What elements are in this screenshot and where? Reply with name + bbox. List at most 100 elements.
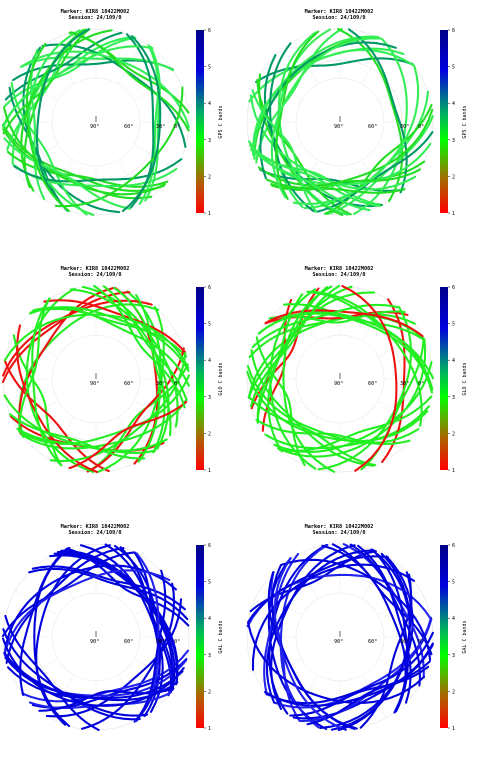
satellite-track — [54, 86, 184, 208]
satellite-track — [3, 569, 171, 655]
satellite-track — [252, 48, 416, 157]
satellite-track — [3, 651, 149, 717]
elevation-label: 0° — [418, 124, 424, 130]
skyplot-svg: 90° 60° 30° 0° 1 2 3 4 5 6 GAL C bands — [1, 543, 224, 732]
chart-title: Marker: KIR8 10422M002 Session: 24/109/0 — [244, 524, 434, 537]
colorbar-label: GLO C bands — [462, 362, 468, 395]
colorbar-tick-label: 2 — [452, 431, 455, 437]
satellite-track — [337, 27, 404, 203]
satellite-track — [249, 94, 417, 191]
satellite-track — [4, 614, 100, 732]
elevation-label: 60° — [368, 124, 377, 130]
satellite-track — [265, 549, 375, 704]
satellite-track — [357, 544, 412, 704]
colorbar-tick-label: 1 — [452, 468, 455, 474]
skyplot-panel: Marker: KIR8 10422M002 Session: 24/109/0 9… — [244, 257, 488, 500]
colorbar-tick-label: 3 — [208, 395, 211, 401]
satellite-tracks — [1, 28, 190, 217]
satellite-track — [247, 395, 377, 467]
satellite-track — [259, 41, 398, 180]
skyplot-svg: 90° 60° 30° 0° 1 2 3 4 5 6 GPS C bands — [1, 28, 224, 217]
colorbar-tick-label: 5 — [208, 580, 211, 586]
satellite-track — [274, 30, 320, 200]
satellite-tracks — [246, 543, 434, 732]
skyplot-svg: 90° 60° 30° 0° 1 2 3 4 5 6 GAL C bands — [246, 543, 468, 732]
skyplot-panel: Marker: KIR8 10422M002 Session: 24/109/0 9… — [0, 0, 244, 243]
colorbar-tick-label: 4 — [452, 616, 455, 622]
satellite-track — [249, 147, 371, 212]
satellite-track — [270, 37, 383, 199]
satellite-track — [22, 46, 121, 214]
colorbar-tick-label: 6 — [452, 28, 455, 34]
satellite-track — [16, 427, 157, 454]
session-label: Session: 24/109/0 — [312, 530, 366, 537]
colorbar — [440, 545, 448, 728]
colorbar-tick-label: 4 — [208, 101, 211, 107]
satellite-track — [341, 284, 398, 472]
satellite-track — [79, 544, 164, 714]
satellite-tracks — [1, 284, 190, 474]
grid-circle — [51, 334, 141, 424]
colorbar-tick-label: 4 — [208, 616, 211, 622]
satellite-track — [33, 546, 71, 728]
satellite-track — [32, 306, 190, 387]
colorbar-tick-label: 2 — [452, 689, 455, 695]
elevation-label: 0° — [174, 639, 180, 645]
satellite-track — [125, 33, 155, 210]
skyplot-panel: Marker: KIR8 10422M002 Session: 24/109/0 9… — [244, 515, 488, 758]
colorbar — [440, 30, 448, 213]
chart-title: Marker: KIR8 10422M002 Session: 24/109/0 — [0, 524, 190, 537]
satellite-track — [282, 285, 336, 473]
satellite-track — [30, 307, 188, 358]
colorbar-label: GPS C bands — [218, 105, 224, 138]
colorbar-label: GLO C bands — [218, 362, 224, 395]
satellite-track — [135, 294, 172, 437]
colorbar-tick-label: 2 — [208, 689, 211, 695]
satellite-track — [273, 557, 347, 731]
satellite-track — [306, 660, 431, 726]
satellite-track — [270, 544, 356, 710]
satellite-track — [265, 178, 406, 194]
satellite-track — [43, 299, 187, 354]
colorbar-tick-label: 1 — [208, 211, 211, 217]
satellite-track — [10, 81, 88, 216]
satellite-track — [248, 144, 382, 207]
session-label: Session: 24/109/0 — [68, 272, 122, 279]
session-label: Session: 24/109/0 — [68, 15, 122, 22]
colorbar — [196, 30, 204, 213]
colorbar — [196, 545, 204, 728]
satellite-track — [68, 400, 188, 470]
elevation-label: 60° — [124, 124, 133, 130]
satellite-track — [119, 546, 174, 691]
grid-circle — [295, 592, 385, 682]
satellite-track — [121, 35, 162, 213]
satellite-track — [317, 306, 413, 471]
skyplot-panel: Marker: KIR8 10422M002 Session: 24/109/0 9… — [244, 0, 488, 243]
satellite-track — [138, 44, 160, 206]
satellite-track — [257, 108, 434, 187]
satellite-track — [321, 544, 407, 714]
marker-label: Marker: KIR8 10422M002 — [304, 266, 374, 272]
satellite-track — [306, 290, 423, 428]
elevation-label: 90° — [334, 639, 343, 645]
satellite-tracks — [247, 27, 434, 217]
satellite-track — [1, 551, 136, 638]
colorbar-tick-label: 4 — [452, 358, 455, 364]
elevation-label: 0° — [418, 639, 424, 645]
satellite-track — [273, 361, 433, 453]
satellite-track — [49, 554, 179, 686]
chart-title: Marker: KIR8 10422M002 Session: 24/109/0 — [244, 266, 434, 279]
colorbar-tick-label: 4 — [452, 101, 455, 107]
satellite-tracks — [246, 284, 435, 473]
marker-label: Marker: KIR8 10422M002 — [304, 524, 374, 530]
session-label: Session: 24/109/0 — [312, 15, 366, 22]
satellite-track — [263, 54, 383, 208]
elevation-label: 60° — [368, 381, 377, 387]
satellite-track — [1, 291, 131, 383]
satellite-track — [337, 552, 411, 732]
colorbar — [196, 287, 204, 470]
satellite-track — [269, 288, 317, 470]
elevation-label: 90° — [90, 381, 99, 387]
satellite-track — [96, 290, 162, 474]
satellite-track — [279, 543, 329, 729]
